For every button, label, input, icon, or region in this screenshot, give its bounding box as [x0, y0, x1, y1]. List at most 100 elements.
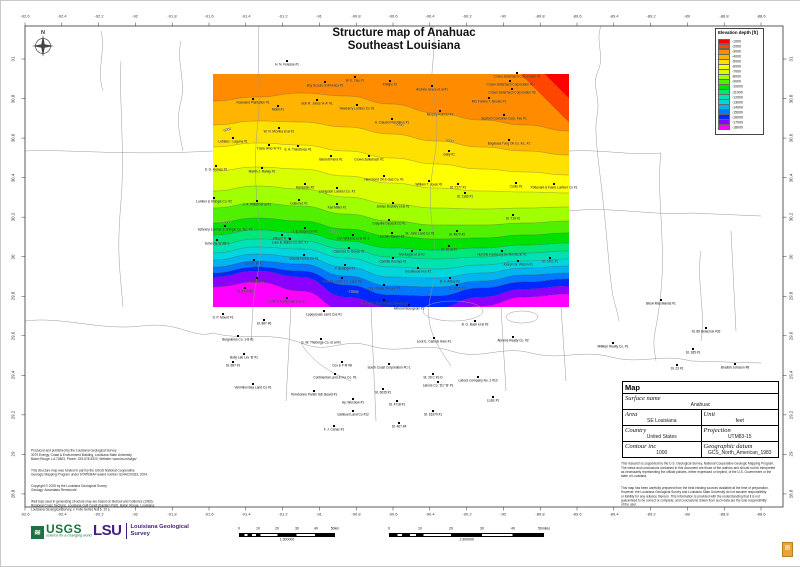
- well-marker-icon: [316, 99, 318, 101]
- well-label: Newberry Lumber Co #1: [339, 106, 375, 111]
- well-marker-icon: [383, 284, 385, 286]
- well-marker-icon: [278, 127, 280, 129]
- axis-tick-label: -90.4: [425, 14, 435, 19]
- well-label: Lumber & Shingle Co. #2: [196, 199, 232, 204]
- well-label: Montague et al #2: [399, 252, 425, 257]
- well-label: St. 687 #1: [225, 363, 241, 368]
- well-label: St. 1186 #1: [456, 194, 474, 199]
- legend-rows: -1000 -2000 -3000 -4000 -5000 -6000 -7000 -8000…: [718, 38, 763, 131]
- well-label: St. 4870 #2: [448, 232, 466, 237]
- axis-tick-label: -90.2: [462, 14, 472, 19]
- well-label: Gutierrez #1: [290, 201, 308, 206]
- well-label: Crown 'B' #1: [245, 261, 263, 266]
- well-label: G. W. Theberge Co. et al #1: [301, 340, 341, 345]
- well-marker-icon: [336, 203, 338, 205]
- well-label: W. E. Day #1: [345, 78, 365, 83]
- scalebar-tick-label: 0: [238, 527, 240, 531]
- well-marker-icon: [268, 144, 270, 146]
- legend-value: -11000: [732, 90, 743, 94]
- well-label: Hy. Wurzlow #1: [341, 400, 365, 405]
- well-label: Abrams Realty Co. #2: [497, 338, 529, 343]
- well-label: Livingston Lumber Co. #1: [318, 189, 356, 194]
- well-marker-icon: [509, 80, 511, 82]
- well-label: Boy Scouts of America #1: [306, 83, 344, 88]
- well-label: Karl Miller #1: [327, 205, 347, 210]
- well-label: B. F. Artley #2: [440, 279, 460, 284]
- well-label: Andrew Grace et al #1: [416, 87, 448, 92]
- legend-value: -7000: [732, 70, 741, 74]
- axis-tick-label: -92.6: [20, 14, 30, 19]
- axis-tick-label: -91.2: [278, 14, 288, 19]
- well-label: City of New Orleans #1: [367, 286, 401, 291]
- axis-tick-label: -90.4: [425, 512, 435, 517]
- scalebar-miles: 0 10 20 30 40 50miles 1:300000: [388, 527, 550, 545]
- contour-value-label: -5000: [444, 138, 454, 144]
- well-marker-icon: [252, 98, 254, 100]
- legend-value: -16000: [732, 115, 743, 119]
- well-marker-icon: [612, 342, 614, 344]
- axis-tick-label: -91.6: [204, 14, 214, 19]
- map-info-box: Map Surface name Anahuac Area SE Louisia…: [622, 381, 779, 458]
- scalebar-tick-label: 50km: [330, 527, 340, 531]
- axis-tick-label: -90.6: [388, 14, 398, 19]
- info-unit: Unit feet: [700, 410, 778, 426]
- well-label: Curtis & Gottschalk et al #1: [267, 299, 307, 304]
- well-marker-icon: [304, 183, 306, 185]
- legend-value: -6000: [732, 65, 741, 69]
- axis-tick-label: -89.4: [609, 512, 619, 517]
- well-label: A. Claudel Plantation #1: [374, 120, 410, 125]
- map-frame: [24, 25, 784, 508]
- well-marker-icon: [417, 267, 419, 269]
- axis-tick-label: -92: [132, 512, 139, 517]
- well-marker-icon: [323, 310, 325, 312]
- well-label: Pottevant & Favre Lumber Co #1: [530, 185, 578, 190]
- well-label: Barnett Farra #1: [319, 157, 343, 162]
- well-marker-icon: [252, 383, 254, 385]
- info-country: Country United States: [623, 426, 701, 442]
- well-label: St. 7177 #1: [449, 185, 467, 190]
- well-label: Lock E. Carlock Hars #1: [416, 339, 452, 344]
- well-marker-icon: [224, 225, 226, 227]
- title-line1: Structure map of Anahuac: [332, 27, 476, 39]
- legend-value: -15000: [732, 110, 743, 114]
- well-label: St. 89 Delacroix #32: [691, 329, 721, 334]
- scalebar-tick-label: 20: [275, 527, 280, 531]
- contour-value-label: -13000: [347, 289, 359, 295]
- well-label: Cox & F M #8: [332, 363, 352, 368]
- well-marker-icon: [368, 155, 370, 157]
- well-label: St. 2635 #1: [448, 286, 466, 291]
- scalebar-tick-label: 40: [511, 527, 515, 531]
- well-marker-icon: [352, 410, 354, 412]
- well-label: Hammond Oil & Gas Co. #1: [364, 177, 404, 182]
- axis-tick-label: -88.6: [756, 14, 766, 19]
- axis-tick-label: -89: [684, 14, 691, 19]
- well-marker-icon: [237, 335, 239, 337]
- well-marker-icon: [428, 180, 430, 182]
- well-marker-icon: [464, 192, 466, 194]
- well-label: Labors Co. 'D1' 'B' #1: [422, 383, 454, 388]
- well-label: Brown Lumber Co. Land #1: [322, 279, 362, 284]
- axis-tick-label: -88.8: [719, 512, 729, 517]
- axis-tick-label: -92.6: [20, 512, 30, 517]
- well-marker-icon: [396, 400, 398, 402]
- well-label: Mobil #1: [271, 107, 285, 112]
- axis-tick-label: -90.6: [388, 512, 398, 517]
- lsu-logo: LSU Louisiana Geological Survey: [93, 522, 189, 539]
- well-label: Luke B. Babin Co. Inc. #1: [271, 240, 309, 245]
- well-label: Schexny 'B' #B-1: [204, 241, 230, 246]
- well-label: St. 887 #6: [256, 321, 272, 326]
- well-marker-icon: [474, 320, 476, 322]
- well-label: Almond Bourgeois #1: [393, 306, 425, 311]
- legend-value: -8000: [732, 75, 741, 79]
- axis-tick-label: -91: [316, 14, 323, 19]
- legend-color-chip-icon: [718, 124, 730, 131]
- well-marker-icon: [488, 97, 490, 99]
- scalebar-miles-ratio: 1:300000: [459, 538, 474, 542]
- scalebar-tick-label: 30: [294, 527, 299, 531]
- axis-tick-label: -90.2: [462, 512, 472, 517]
- well-label: Martin J. Rahay #1: [248, 169, 276, 174]
- well-label: Lochlin Maure #2: [379, 234, 405, 239]
- credits-copyright: Copyright © 2025 by the Louisiana Geolog…: [31, 484, 107, 492]
- well-marker-icon: [388, 219, 390, 221]
- well-marker-icon: [352, 234, 354, 236]
